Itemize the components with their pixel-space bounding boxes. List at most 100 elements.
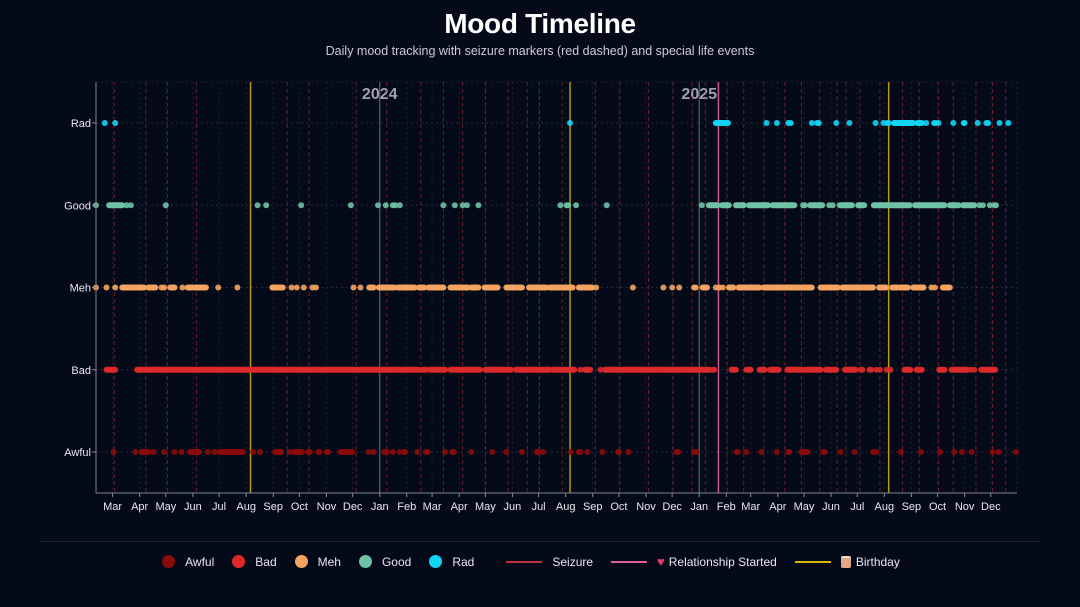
mood-dot-rad: [974, 120, 981, 126]
y-tick-label: Rad: [71, 118, 91, 130]
mood-dot-rad: [910, 120, 917, 126]
mood-dot-good: [849, 202, 855, 209]
x-tick-label: Dec: [662, 501, 682, 513]
mood-dot-meh: [669, 284, 676, 291]
awful-dot-icon: [162, 555, 176, 568]
mood-dot-awful: [414, 449, 421, 455]
mood-dot-awful: [821, 449, 828, 455]
mood-dot-rad: [815, 120, 822, 126]
legend-item-relationship[interactable]: ♥ Relationship Started: [611, 554, 777, 569]
meh-dot-icon: [294, 555, 308, 568]
mood-dot-meh: [494, 284, 501, 291]
mood-dot-good: [254, 202, 261, 209]
mood-dot-awful: [584, 449, 591, 455]
mood-dot-bad: [992, 366, 999, 373]
legend-item-seizure[interactable]: Seizure: [506, 555, 593, 569]
legend-label: Birthday: [855, 554, 900, 569]
mood-dot-awful: [519, 449, 525, 455]
mood-dot-awful: [402, 449, 408, 455]
mood-dot-awful: [599, 449, 606, 455]
mood-dot-meh: [161, 284, 168, 291]
mood-dot-awful: [804, 449, 811, 455]
mood-dot-rad: [101, 120, 108, 126]
legend-label: Awful: [185, 554, 215, 569]
x-tick-label: Sep: [583, 501, 603, 513]
mood-dot-good: [565, 202, 572, 209]
y-tick-label: Meh: [70, 283, 91, 295]
y-tick-label: Bad: [71, 365, 91, 377]
x-tick-label: Nov: [955, 501, 975, 513]
mood-dot-bad: [477, 366, 484, 373]
mood-dot-good: [819, 202, 826, 209]
mood-dot-meh: [883, 284, 890, 291]
mood-dot-good: [791, 202, 798, 209]
mood-dot-awful: [171, 449, 178, 455]
x-tick-label: Aug: [236, 501, 256, 513]
x-tick-label: Nov: [317, 501, 337, 513]
mood-dot-good: [263, 202, 270, 209]
mood-dot-bad: [971, 366, 978, 373]
legend-item-birthday[interactable]: Birthday: [794, 554, 900, 569]
mood-dot-bad: [868, 366, 875, 373]
legend-item-good[interactable]: Good: [358, 554, 412, 569]
mood-dot-good: [906, 202, 913, 209]
mood-dot-awful: [577, 449, 584, 455]
mood-dot-bad: [571, 366, 578, 373]
mood-dot-awful: [1013, 449, 1020, 455]
mood-dot-rad: [787, 120, 794, 126]
birthday-line-icon: [794, 560, 831, 563]
mood-dot-awful: [299, 449, 305, 455]
mood-dot-meh: [870, 284, 876, 291]
mood-dot-meh: [931, 284, 938, 291]
mood-dot-meh: [808, 284, 815, 291]
mood-dot-bad: [918, 366, 925, 373]
legend-item-bad[interactable]: Bad: [232, 555, 277, 569]
x-tick-label: Aug: [556, 501, 576, 513]
x-tick-label: Jun: [822, 501, 840, 513]
seizure-line-icon: [506, 560, 543, 563]
mood-dot-bad: [442, 366, 449, 373]
mood-dot-bad: [941, 366, 948, 373]
legend-item-awful[interactable]: Awful: [162, 555, 214, 569]
mood-dot-good: [375, 202, 381, 209]
mood-dot-meh: [704, 284, 711, 291]
x-tick-label: Jan: [371, 501, 389, 513]
mood-dot-good: [382, 202, 389, 209]
x-tick-label: Mar: [423, 501, 442, 513]
mood-dot-awful: [204, 449, 211, 455]
mood-dot-awful: [196, 449, 202, 455]
mood-dot-good: [440, 202, 447, 209]
mood-dot-awful: [989, 449, 996, 455]
x-tick-label: Sep: [263, 501, 283, 513]
chart-subtitle: Daily mood tracking with seizure markers…: [325, 44, 755, 58]
mood-dot-good: [459, 202, 466, 209]
mood-dot-bad: [775, 366, 782, 373]
legend-label: Good: [381, 554, 412, 569]
mood-dot-awful: [937, 449, 944, 455]
mood-dot-awful: [758, 449, 765, 455]
mood-dot-meh: [946, 284, 953, 291]
mood-dot-meh: [475, 284, 482, 291]
mood-dot-rad: [996, 120, 1003, 126]
mood-dot-awful: [968, 449, 975, 455]
mood-dot-awful: [951, 449, 958, 455]
legend-item-rad[interactable]: Rad: [429, 555, 474, 569]
mood-dot-awful: [370, 449, 377, 455]
mood-dot-rad: [872, 120, 879, 126]
mood-dot-good: [740, 202, 747, 209]
mood-dot-meh: [920, 284, 927, 291]
mood-dot-good: [464, 202, 470, 209]
year-label: 2024: [362, 86, 398, 103]
mood-dot-bad: [597, 366, 604, 373]
legend-item-meh[interactable]: Meh: [294, 555, 341, 569]
x-tick-label: Jul: [532, 501, 546, 513]
mood-dot-meh: [313, 284, 319, 291]
mood-dot-awful: [535, 449, 542, 455]
mood-dot-good: [698, 202, 705, 209]
mood-dot-rad: [808, 120, 815, 126]
x-tick-label: May: [794, 501, 815, 513]
mood-dot-good: [127, 202, 134, 209]
x-tick-label: Apr: [769, 501, 786, 513]
mood-dot-awful: [773, 449, 780, 455]
mood-dot-bad: [761, 366, 768, 373]
